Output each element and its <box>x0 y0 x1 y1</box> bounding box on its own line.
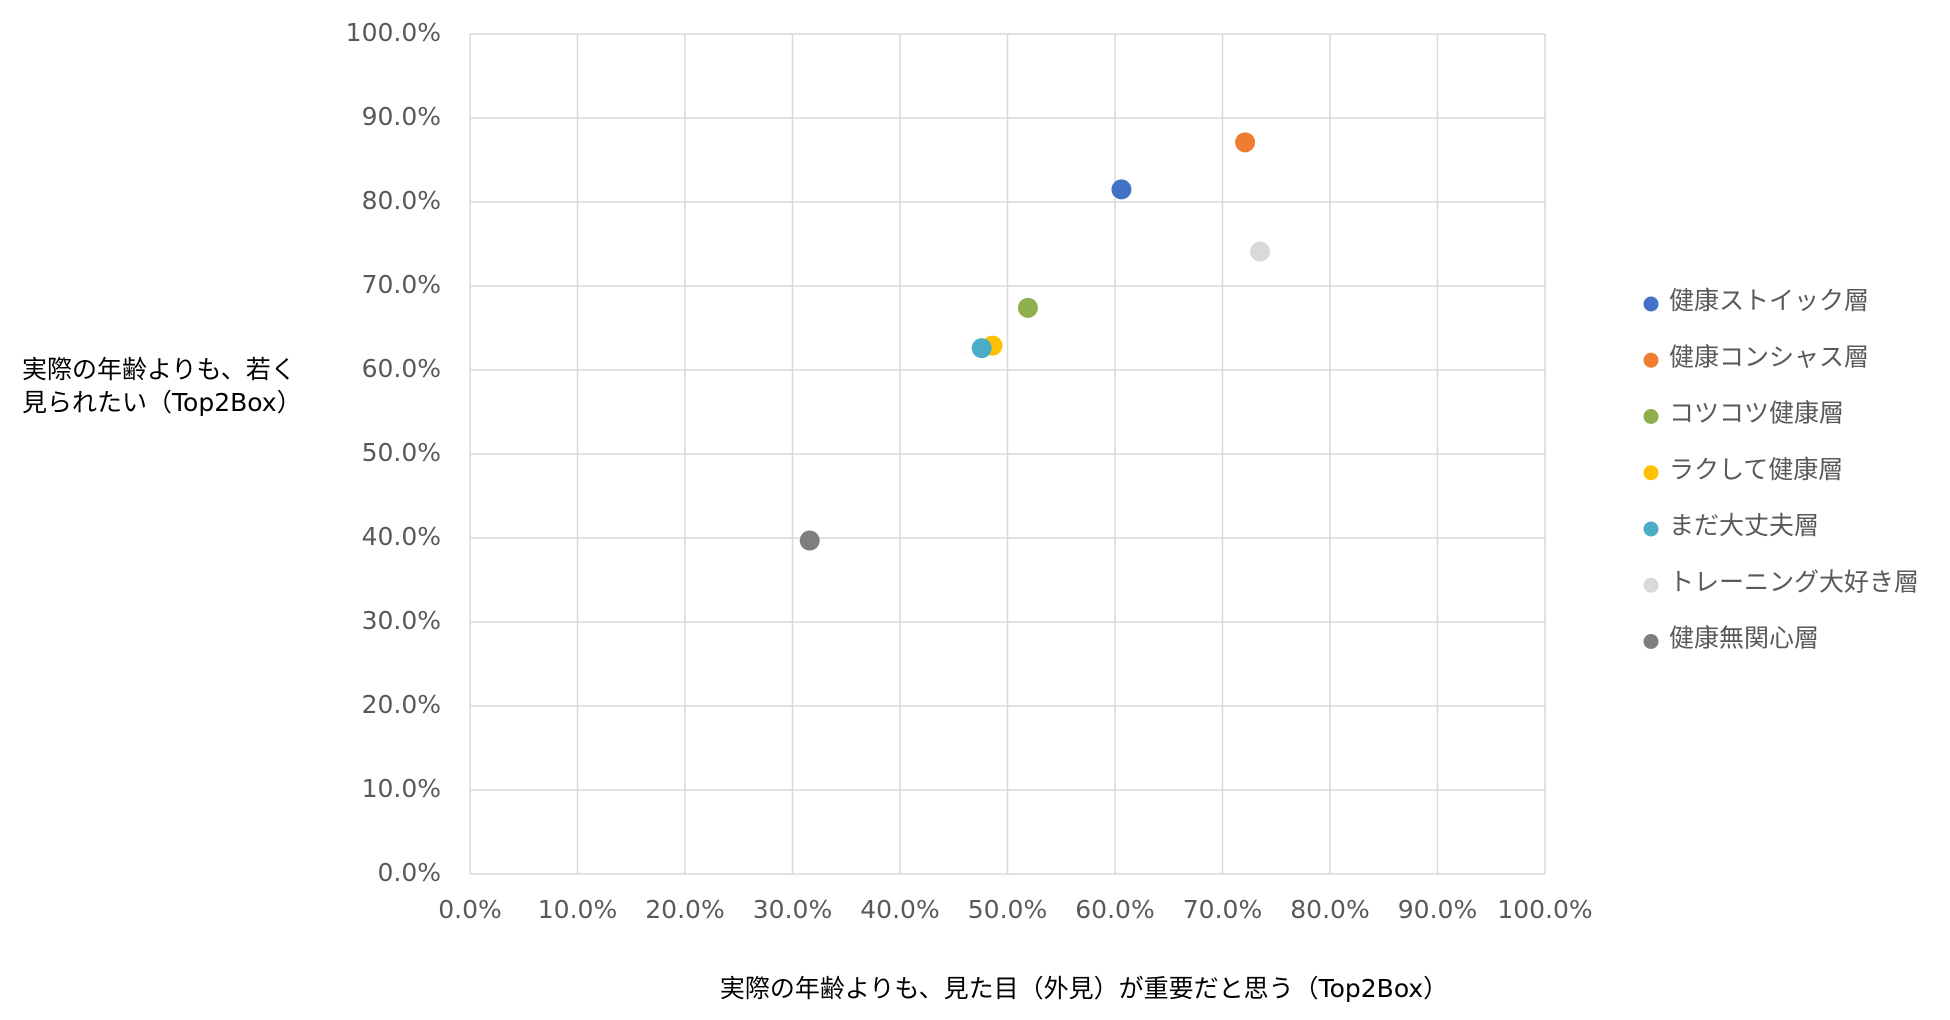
x-tick-label: 10.0% <box>538 895 617 924</box>
y-tick-label: 70.0% <box>362 270 441 299</box>
legend-label: トレーニング大好き層 <box>1669 567 1919 596</box>
x-tick-label: 50.0% <box>968 895 1047 924</box>
x-axis-title: 実際の年齢よりも、見た目（外見）が重要だと思う（Top2Box） <box>720 974 1448 1003</box>
legend-label: コツコツ健康層 <box>1669 399 1844 428</box>
y-tick-label: 30.0% <box>362 606 441 635</box>
legend-label: 健康コンシャス層 <box>1669 342 1869 371</box>
point <box>1235 132 1256 153</box>
y-axis-title: 見られたい（Top2Box） <box>22 388 302 417</box>
x-tick-label: 80.0% <box>1290 895 1369 924</box>
y-tick-label: 60.0% <box>362 354 441 383</box>
y-tick-label: 0.0% <box>377 858 441 887</box>
legend-marker <box>1643 465 1659 481</box>
y-tick-label: 20.0% <box>362 690 441 719</box>
y-tick-label: 100.0% <box>346 18 441 47</box>
point <box>799 530 820 551</box>
point <box>1111 179 1132 200</box>
y-tick-label: 10.0% <box>362 774 441 803</box>
point <box>1250 241 1271 262</box>
x-tick-label: 100.0% <box>1497 895 1592 924</box>
legend-label: 健康無関心層 <box>1669 624 1819 653</box>
legend-marker <box>1643 577 1659 593</box>
y-tick-label: 90.0% <box>362 102 441 131</box>
x-tick-label: 40.0% <box>860 895 939 924</box>
legend-label: ラクして健康層 <box>1669 455 1843 484</box>
y-axis-title: 実際の年齢よりも、若く <box>22 355 296 384</box>
y-tick-label: 80.0% <box>362 186 441 215</box>
x-tick-label: 60.0% <box>1075 895 1154 924</box>
x-tick-label: 0.0% <box>438 895 502 924</box>
point <box>1017 297 1038 318</box>
y-tick-label: 50.0% <box>362 438 441 467</box>
legend-marker <box>1643 409 1659 424</box>
x-tick-label: 90.0% <box>1398 895 1477 924</box>
x-tick-label: 30.0% <box>753 895 832 924</box>
legend-label: まだ大丈夫層 <box>1669 511 1819 540</box>
point <box>971 338 992 359</box>
legend-marker <box>1643 352 1659 368</box>
legend-marker <box>1643 521 1659 537</box>
x-tick-label: 70.0% <box>1183 895 1262 924</box>
y-tick-label: 40.0% <box>362 522 441 551</box>
x-tick-label: 20.0% <box>645 895 724 924</box>
legend-marker <box>1643 634 1659 649</box>
legend-label: 健康ストイック層 <box>1669 286 1869 315</box>
legend-marker <box>1643 296 1659 312</box>
